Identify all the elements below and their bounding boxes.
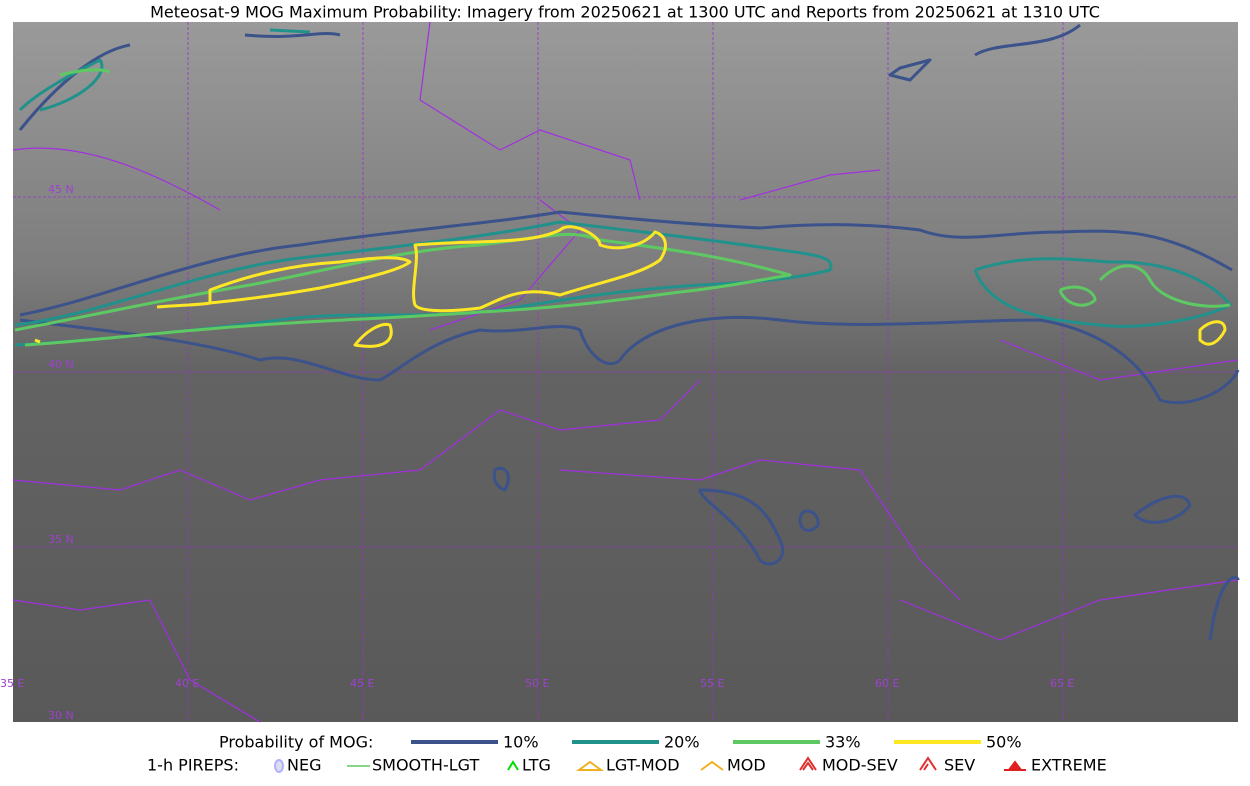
legend-label: 20% (664, 733, 700, 752)
lat-label: 35 N (48, 533, 74, 546)
legend-label: 50% (986, 733, 1022, 752)
pirep-label: MOD-SEV (822, 756, 898, 775)
lat-label: 45 N (48, 183, 74, 196)
pirep-label: NEG (287, 756, 321, 775)
lat-label: 30 N (48, 709, 74, 722)
pirep-label: SEV (944, 756, 975, 775)
legend-label: 33% (825, 733, 861, 752)
contours (14, 23, 1240, 641)
legend: Probability of MOG: 1-h PIREPS: NEG SMOO… (147, 733, 1107, 775)
pirep-label: LTG (522, 756, 551, 775)
lon-label: 50 E (525, 677, 549, 690)
lon-label: 45 E (350, 677, 374, 690)
legend-title: 1-h PIREPS: (147, 756, 239, 775)
pirep-icons (274, 756, 1026, 773)
lon-label: 40 E (175, 677, 199, 690)
title: Meteosat-9 MOG Maximum Probability: Imag… (150, 3, 1100, 22)
lon-label: 35 E (0, 677, 24, 690)
graticule (13, 22, 1238, 722)
lat-label: 40 N (48, 358, 74, 371)
lon-label: 55 E (700, 677, 724, 690)
borders (12, 21, 1239, 723)
pirep-label: SMOOTH-LGT (372, 756, 479, 775)
pirep-label: EXTREME (1031, 756, 1107, 775)
legend-label: 10% (503, 733, 539, 752)
lon-label: 60 E (875, 677, 899, 690)
legend-title: Probability of MOG: (219, 733, 373, 752)
pirep-label: LGT-MOD (606, 756, 680, 775)
lon-label: 65 E (1050, 677, 1074, 690)
pirep-label: MOD (727, 756, 766, 775)
